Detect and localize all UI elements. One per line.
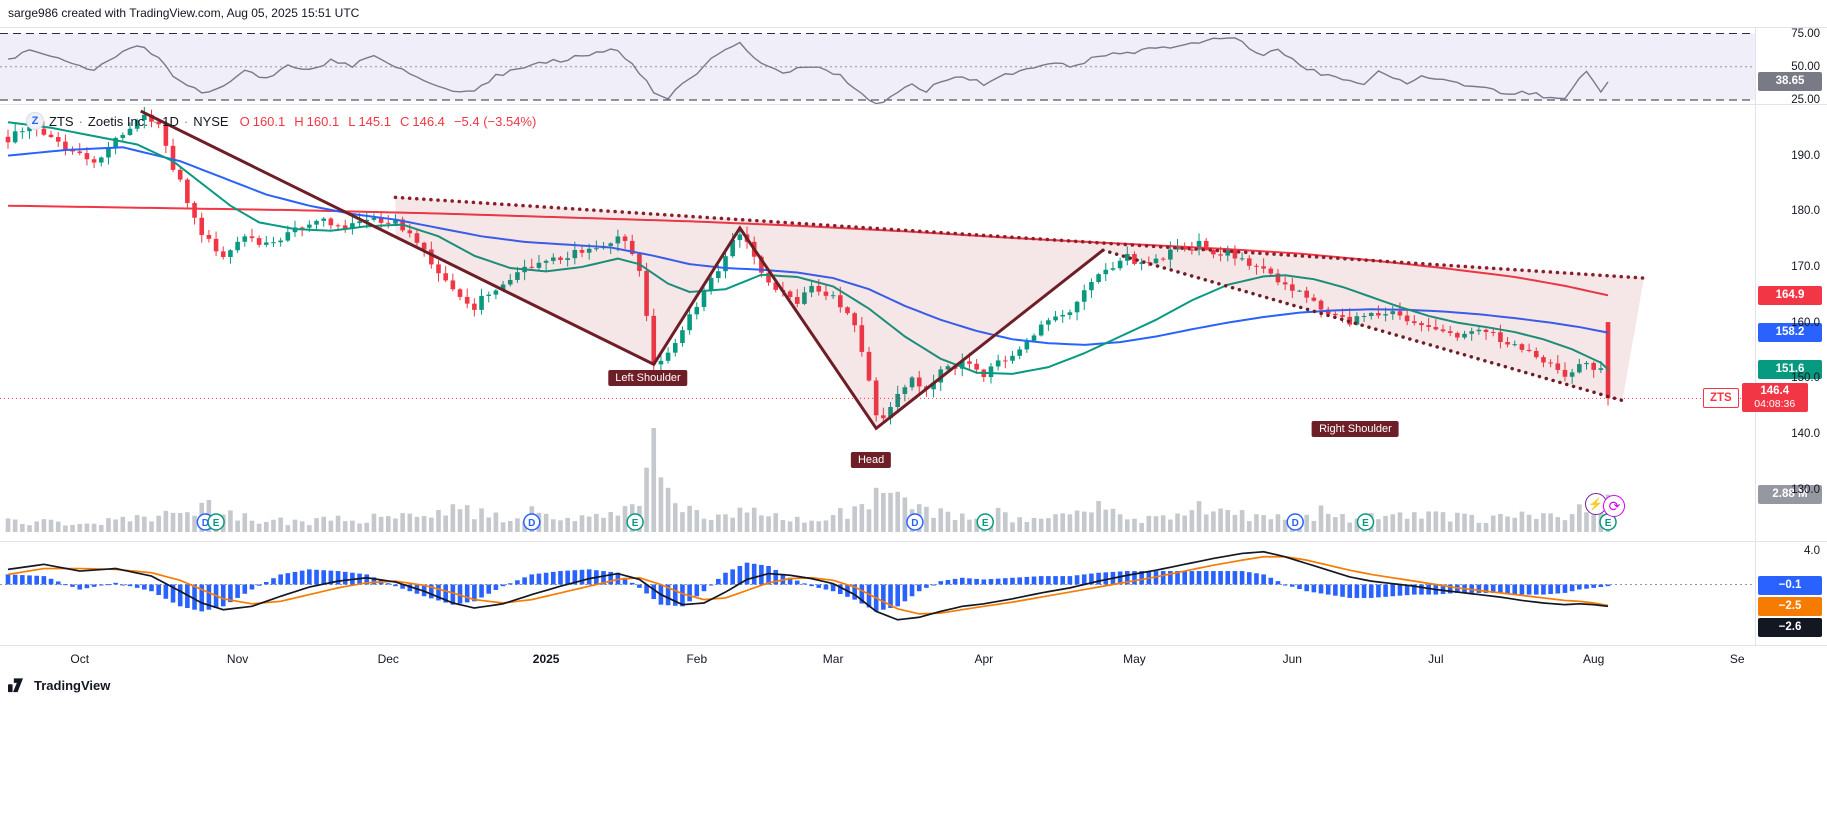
pattern-fill (395, 197, 1644, 429)
dividend-marker[interactable]: D (906, 513, 924, 531)
right-shoulder-label[interactable]: Right Shoulder (1312, 421, 1399, 438)
ma-green[interactable] (7, 121, 1609, 375)
dividend-marker[interactable]: D (1286, 513, 1304, 531)
ma-blue[interactable] (7, 146, 1609, 346)
svg-text:D: D (202, 518, 209, 529)
svg-text:D: D (528, 518, 535, 529)
refresh-icon[interactable]: ⟳ (1603, 495, 1626, 517)
svg-text:E: E (1362, 518, 1369, 529)
earnings-marker[interactable]: E (1356, 513, 1375, 531)
pattern-dotted-tail[interactable] (1101, 248, 1625, 403)
pattern-neckline[interactable] (393, 195, 1646, 280)
tradingview-logo-text: TradingView (34, 678, 111, 693)
head-label[interactable]: Head (850, 452, 892, 469)
svg-text:E: E (982, 518, 989, 529)
tradingview-logo-icon (8, 678, 23, 693)
svg-text:D: D (1292, 518, 1299, 529)
macd-panel[interactable] (0, 550, 1756, 621)
rsi-panel[interactable] (0, 33, 1756, 105)
earnings-marker[interactable]: E (207, 513, 225, 531)
svg-text:E: E (213, 518, 220, 529)
earnings-marker[interactable]: E (1599, 513, 1617, 531)
svg-text:E: E (632, 518, 639, 529)
pattern-zigzag-line[interactable] (140, 109, 1104, 431)
dividend-marker[interactable]: D (523, 513, 541, 531)
ma-red[interactable] (7, 204, 1609, 297)
svg-text:D: D (911, 518, 918, 529)
symbol-ticker[interactable]: ZTS (49, 113, 74, 129)
svg-text:E: E (1605, 518, 1612, 529)
symbol-name[interactable]: Zoetis Inc. (87, 113, 148, 129)
tradingview-logo[interactable]: TradingView (8, 678, 110, 693)
macd-signal-line (7, 555, 1609, 615)
macd-main-line (7, 550, 1609, 621)
lightning-icon[interactable]: ⚡ (1584, 493, 1607, 515)
volume-bars (5, 428, 1611, 532)
earnings-marker[interactable]: E (976, 513, 994, 531)
earnings-marker[interactable]: E (626, 513, 644, 531)
interval-label[interactable]: 1D (162, 113, 179, 129)
left-shoulder-label[interactable]: Left Shoulder (608, 369, 688, 386)
